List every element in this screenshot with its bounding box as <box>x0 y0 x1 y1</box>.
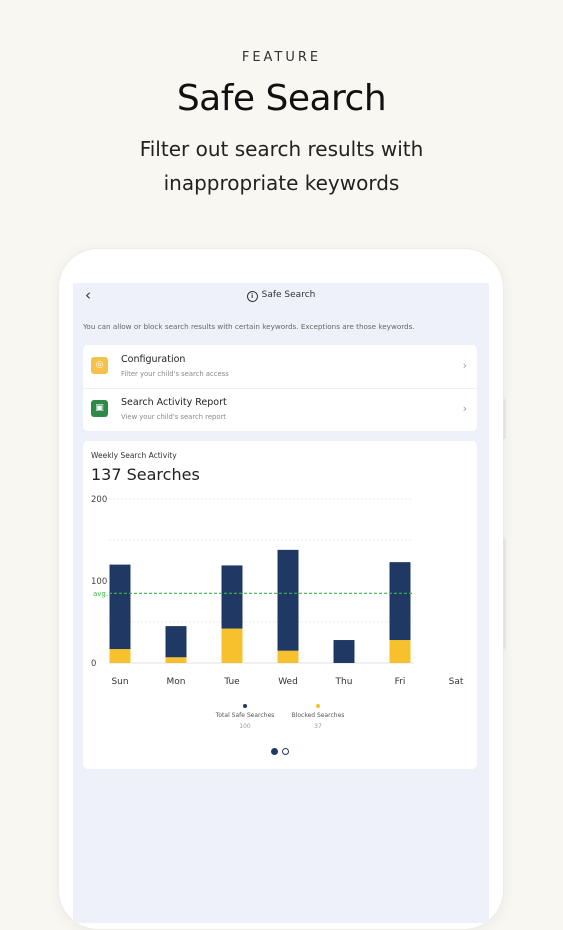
app-screen: ‹ i Safe Search You can allow or block se… <box>73 283 489 923</box>
menu-item-title: Configuration <box>121 354 186 365</box>
weekly-search-chart: 200 100 0 Sun Mon Tue Wed Thu Fri Sat avg. <box>91 495 464 687</box>
legend-name: Total Safe Searches <box>215 712 275 719</box>
settings-icon: ◎ <box>91 357 108 374</box>
y-tick-label: 200 <box>91 495 107 505</box>
chevron-right-icon: › <box>462 359 467 372</box>
app-bar: ‹ i Safe Search <box>73 283 489 313</box>
bar-segment <box>109 649 131 663</box>
x-tick-label: Wed <box>278 677 298 687</box>
menu-item-configuration[interactable]: ◎ Configuration Filter your child's sear… <box>83 345 477 389</box>
info-icon: i <box>246 291 258 302</box>
legend-name: Blocked Searches <box>291 712 345 719</box>
menu-item-search-activity-report[interactable]: ▣ Search Activity Report View your child… <box>83 388 477 431</box>
menu-item-description: View your child's search report <box>121 413 226 421</box>
report-icon: ▣ <box>91 400 108 417</box>
x-tick-label: Sun <box>111 677 128 687</box>
phone-side-button <box>503 539 506 649</box>
legend-dot <box>316 704 320 708</box>
legend-item-safe: Total Safe Searches 100 <box>205 704 285 730</box>
x-tick-label: Fri <box>395 677 406 687</box>
bar-segment <box>109 564 131 650</box>
hero-subtitle-line2: inappropriate keywords <box>163 171 400 195</box>
menu-item-title: Search Activity Report <box>121 397 227 408</box>
chart-pager <box>83 740 477 759</box>
intro-text: You can allow or block search results wi… <box>83 322 415 331</box>
phone-side-button <box>503 399 506 439</box>
weekly-activity-card: Weekly Search Activity 137 Searches 200 1… <box>83 441 477 769</box>
chevron-left-icon[interactable]: ‹ <box>85 286 91 304</box>
bar-segment <box>333 640 355 663</box>
app-bar-title: i Safe Search <box>73 290 489 302</box>
legend-item-blocked: Blocked Searches 37 <box>278 704 358 730</box>
pager-dot-active[interactable] <box>271 748 278 755</box>
legend-value: 100 <box>239 723 251 730</box>
bar-segment <box>221 628 243 663</box>
x-tick-label: Sat <box>449 677 464 687</box>
bar-segment <box>389 562 411 641</box>
bar-segment <box>277 650 299 663</box>
bar-segment <box>165 657 187 663</box>
app-bar-title-text: Safe Search <box>261 290 316 300</box>
chevron-right-icon: › <box>462 402 467 415</box>
hero-subtitle: Filter out search results with inappropr… <box>0 132 563 200</box>
bar-segment <box>221 565 243 629</box>
bar-segment <box>165 626 187 658</box>
bar-segment <box>389 640 411 663</box>
legend-value: 37 <box>314 723 322 730</box>
chart-caption: Weekly Search Activity <box>91 451 177 460</box>
search-total: 137 Searches <box>91 465 200 484</box>
menu-card: ◎ Configuration Filter your child's sear… <box>83 345 477 431</box>
menu-item-description: Filter your child's search access <box>121 370 229 378</box>
hero-kicker: FEATURE <box>241 50 322 65</box>
bar-segment <box>277 549 299 651</box>
phone-frame: ‹ i Safe Search You can allow or block se… <box>58 248 506 930</box>
x-tick-label: Mon <box>167 677 186 687</box>
pager-dot[interactable] <box>282 748 289 755</box>
x-tick-label: Tue <box>223 677 240 687</box>
hero-subtitle-line1: Filter out search results with <box>139 137 424 161</box>
y-tick-label: 100 <box>91 577 107 587</box>
average-label: avg. <box>93 590 108 598</box>
x-tick-label: Thu <box>335 677 353 687</box>
legend-dot <box>243 704 247 708</box>
y-tick-label: 0 <box>91 659 96 669</box>
hero-title: Safe Search <box>176 78 387 119</box>
